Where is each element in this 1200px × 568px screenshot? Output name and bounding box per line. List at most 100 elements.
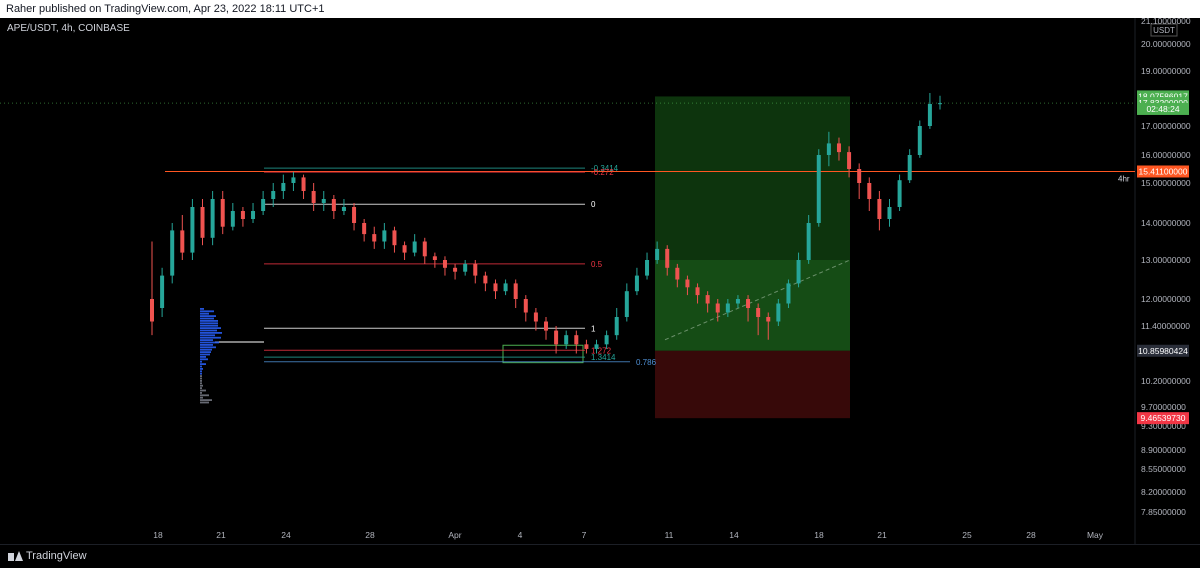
candle-body xyxy=(251,211,256,219)
x-tick-label: 28 xyxy=(1026,530,1036,540)
volume-profile-bar xyxy=(200,348,212,351)
candle-body xyxy=(210,199,215,238)
candle-body xyxy=(675,267,680,280)
demand-box xyxy=(502,344,584,364)
candle-body xyxy=(362,223,367,235)
volume-profile-bar xyxy=(200,365,202,368)
candle-body xyxy=(422,241,427,257)
candle-body xyxy=(776,303,781,322)
candle-body xyxy=(786,283,791,304)
price-badges: 18.0758601717.8320000002:48:2415.4110000… xyxy=(1137,90,1189,425)
volume-profile-bar xyxy=(200,363,206,365)
currency-box xyxy=(1150,23,1178,37)
volume-profile-bar xyxy=(200,332,222,334)
volume-profile-bar xyxy=(200,334,215,337)
y-tick-label: 8.20000000 xyxy=(1141,487,1186,497)
y-tick-label: 8.90000000 xyxy=(1141,445,1186,455)
volume-profile-bar xyxy=(200,377,202,380)
volume-profile-bar xyxy=(200,392,202,394)
volume-profile-bar xyxy=(200,358,208,361)
volume-profile-bar xyxy=(200,382,202,385)
candle-body xyxy=(321,199,326,203)
volume-profile-bar xyxy=(200,370,202,373)
candle-body xyxy=(190,207,195,253)
tradingview-logo[interactable]: TradingView xyxy=(8,550,87,562)
candle-body xyxy=(463,263,468,272)
publish-text: Raher published on TradingView.com, Apr … xyxy=(6,3,325,15)
level-line-label: 4hr xyxy=(1118,174,1130,183)
candle-body xyxy=(341,207,346,211)
candle-body xyxy=(523,299,528,313)
candle-body xyxy=(836,143,841,153)
candle-body xyxy=(352,207,357,223)
tradingview-icon xyxy=(8,551,23,561)
long-position-target-zone xyxy=(655,260,850,351)
y-tick-label: 20.00000000 xyxy=(1141,39,1191,49)
fib-level-label: 1 xyxy=(591,324,596,333)
fib-level-label: 0.5 xyxy=(591,260,603,269)
candle-body xyxy=(453,267,458,272)
volume-profile-bar xyxy=(200,341,219,344)
volume-profile-bar xyxy=(200,320,218,322)
symbol-info: APE/USDT, 4h, COINBASE xyxy=(7,23,130,34)
candle-body xyxy=(150,299,154,322)
volume-profile-bar xyxy=(200,339,213,341)
candle-body xyxy=(826,143,831,155)
candle-body xyxy=(816,155,821,223)
candle-body xyxy=(261,199,266,211)
x-tick-label: May xyxy=(1087,530,1104,540)
candle-body xyxy=(513,283,518,299)
price-badge-label: 15.41100000 xyxy=(1138,166,1187,176)
x-tick-label: 24 xyxy=(281,530,291,540)
volume-profile-bar xyxy=(200,399,212,401)
price-badge xyxy=(1137,412,1189,425)
candle-body xyxy=(877,199,882,219)
candle-body xyxy=(372,234,377,242)
price-badge-label: 10.85980424 xyxy=(1138,346,1188,356)
candle-body xyxy=(382,230,387,242)
currency-label: USDT xyxy=(1153,26,1175,35)
x-tick-label: 7 xyxy=(582,530,587,540)
candle-body xyxy=(756,308,761,317)
volume-profile-bar xyxy=(200,317,214,320)
volume-profile-bar xyxy=(200,380,202,382)
candle-body xyxy=(392,230,397,246)
y-tick-label: 14.00000000 xyxy=(1141,218,1191,228)
candle-body xyxy=(240,211,245,219)
volume-profile-bar xyxy=(200,351,211,353)
candle-body xyxy=(584,344,589,349)
candle-body xyxy=(796,260,801,284)
x-tick-label: 21 xyxy=(877,530,887,540)
x-tick-label: 18 xyxy=(814,530,824,540)
candle-body xyxy=(634,275,639,292)
candle-body xyxy=(705,295,710,304)
candle-body xyxy=(432,256,437,260)
candle-body xyxy=(281,183,286,191)
candle-body xyxy=(564,335,569,345)
chart-area[interactable]: USDT 4hr -0.3414 -0.272 0 0.5 1 1.272 1.3414 0.… xyxy=(0,16,1200,544)
volume-profile-bar xyxy=(200,344,213,346)
x-tick-label: 25 xyxy=(962,530,972,540)
candle-body xyxy=(907,155,912,181)
candle-body xyxy=(927,104,932,126)
candle-body xyxy=(685,279,690,288)
candle-body xyxy=(200,207,205,238)
candles xyxy=(150,93,942,354)
candle-body xyxy=(230,211,235,227)
volume-profile-bar xyxy=(200,360,202,363)
candle-body xyxy=(746,299,751,308)
candle-body xyxy=(857,169,862,183)
candle-body xyxy=(867,183,872,199)
candle-body xyxy=(594,344,599,349)
fib-level-label: -0.3414 xyxy=(591,164,619,173)
candle-body xyxy=(220,199,225,227)
candle-body xyxy=(533,312,538,322)
publish-header: Raher published on TradingView.com, Apr … xyxy=(0,0,1200,18)
candle-body xyxy=(291,177,296,183)
y-tick-label: 13.00000000 xyxy=(1141,255,1191,265)
fib-level-label: 1.272 xyxy=(591,346,612,355)
candle-body xyxy=(665,248,670,268)
volume-profile-bar xyxy=(200,324,218,327)
